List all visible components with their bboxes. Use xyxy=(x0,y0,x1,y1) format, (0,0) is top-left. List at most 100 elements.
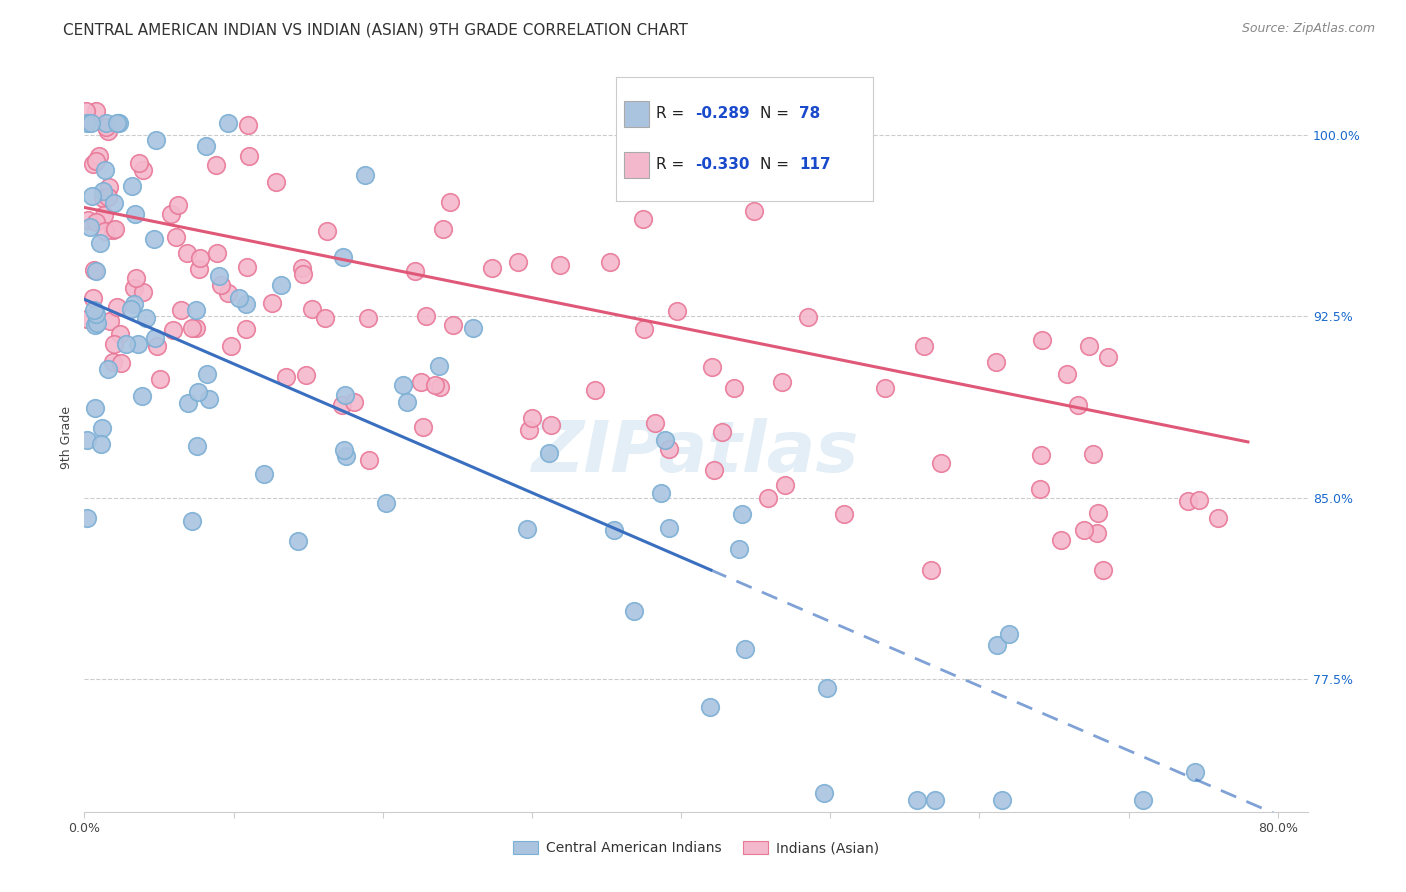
Point xyxy=(145,133,167,147)
Point xyxy=(1077,339,1099,353)
Point xyxy=(1092,563,1115,577)
Point xyxy=(170,303,193,318)
Point xyxy=(633,322,655,336)
Point xyxy=(813,786,835,800)
Point xyxy=(1206,511,1229,525)
Point xyxy=(162,323,184,337)
Point xyxy=(94,163,117,178)
Point xyxy=(375,496,398,510)
Point xyxy=(873,381,896,395)
Point xyxy=(264,175,287,189)
Point xyxy=(96,116,118,130)
Point xyxy=(188,261,211,276)
Point xyxy=(540,418,562,433)
Point xyxy=(314,311,336,326)
Point xyxy=(76,116,98,130)
Point xyxy=(87,149,110,163)
Point xyxy=(1056,367,1078,381)
Point xyxy=(357,310,380,325)
Point xyxy=(188,251,211,265)
Point xyxy=(815,681,838,695)
Point xyxy=(107,116,129,130)
Point xyxy=(96,120,118,134)
Point xyxy=(517,423,540,437)
Point xyxy=(187,385,209,400)
Point xyxy=(728,542,751,557)
Point xyxy=(832,507,855,521)
Point xyxy=(335,449,357,463)
Point xyxy=(432,222,454,236)
Point xyxy=(122,281,145,295)
Point xyxy=(86,215,108,229)
Point xyxy=(330,398,353,412)
Point xyxy=(84,103,107,118)
Point xyxy=(82,291,104,305)
Point xyxy=(1049,533,1071,548)
Point xyxy=(1087,525,1109,540)
Point xyxy=(703,462,725,476)
Point xyxy=(481,260,503,275)
Point xyxy=(986,638,1008,652)
Point xyxy=(132,285,155,299)
Point xyxy=(135,310,157,325)
Point xyxy=(86,264,108,278)
Point xyxy=(132,162,155,177)
Point xyxy=(665,303,688,318)
Point xyxy=(143,331,166,345)
Point xyxy=(404,264,426,278)
Point xyxy=(83,263,105,277)
Point xyxy=(333,442,356,457)
Point xyxy=(98,180,121,194)
Point xyxy=(1132,792,1154,806)
Point xyxy=(301,301,323,316)
Point xyxy=(208,269,231,284)
Point xyxy=(121,179,143,194)
Point xyxy=(236,119,259,133)
Point xyxy=(184,302,207,317)
Point xyxy=(270,277,292,292)
Point xyxy=(770,375,793,389)
Point xyxy=(734,642,756,657)
Point xyxy=(516,522,538,536)
Point xyxy=(149,372,172,386)
Point xyxy=(396,395,419,409)
Point xyxy=(91,191,114,205)
Point xyxy=(103,223,125,237)
Point xyxy=(80,116,103,130)
Point xyxy=(195,138,218,153)
Point xyxy=(742,203,765,218)
Point xyxy=(429,380,451,394)
Point xyxy=(773,477,796,491)
Legend: Central American Indians, Indians (Asian): Central American Indians, Indians (Asian… xyxy=(508,836,884,861)
Point xyxy=(506,255,529,269)
Point xyxy=(353,168,375,182)
Point xyxy=(924,792,946,806)
Point xyxy=(411,375,433,389)
Point xyxy=(929,456,952,470)
Point xyxy=(292,268,315,282)
Point xyxy=(82,157,104,171)
Point xyxy=(287,534,309,549)
Point xyxy=(94,224,117,238)
Point xyxy=(1083,447,1105,461)
Point xyxy=(228,291,250,305)
Point xyxy=(104,221,127,235)
Point xyxy=(654,433,676,447)
Point xyxy=(107,116,129,130)
Text: Source: ZipAtlas.com: Source: ZipAtlas.com xyxy=(1241,22,1375,36)
Point xyxy=(105,300,128,314)
Point xyxy=(538,446,561,460)
Point xyxy=(756,491,779,505)
Point xyxy=(181,321,204,335)
Point xyxy=(520,410,543,425)
Point xyxy=(335,388,357,402)
Point xyxy=(76,311,98,326)
Point xyxy=(159,207,181,221)
Point xyxy=(797,310,820,324)
Point xyxy=(186,439,208,453)
Point xyxy=(217,116,239,130)
Point xyxy=(110,356,132,370)
Point xyxy=(644,417,666,431)
Point xyxy=(236,260,259,275)
Point xyxy=(238,149,260,163)
